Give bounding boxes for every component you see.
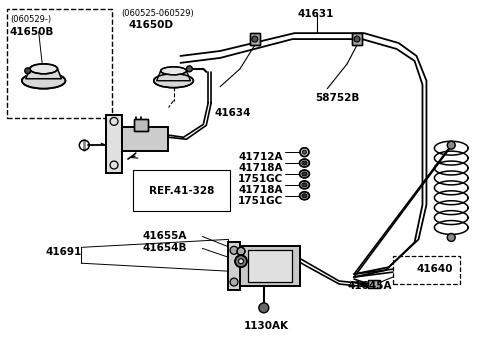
- Text: 41640: 41640: [417, 264, 453, 274]
- Circle shape: [447, 234, 455, 241]
- Bar: [393, 256, 460, 284]
- Bar: [248, 250, 291, 282]
- Text: 58752B: 58752B: [315, 93, 360, 103]
- Circle shape: [252, 36, 258, 42]
- Bar: [368, 280, 380, 288]
- Polygon shape: [156, 71, 191, 81]
- Text: 41718A: 41718A: [238, 163, 283, 173]
- Circle shape: [235, 255, 247, 267]
- Ellipse shape: [154, 74, 193, 88]
- Circle shape: [300, 148, 309, 157]
- Bar: [134, 119, 148, 131]
- Polygon shape: [26, 69, 61, 79]
- Circle shape: [186, 66, 192, 72]
- Ellipse shape: [300, 170, 310, 178]
- Circle shape: [230, 278, 238, 286]
- Text: 41718A: 41718A: [238, 185, 283, 195]
- Circle shape: [237, 247, 245, 255]
- Circle shape: [259, 303, 269, 313]
- Bar: [250, 33, 260, 45]
- Text: 41650B: 41650B: [10, 27, 54, 37]
- Circle shape: [239, 259, 243, 264]
- Bar: [134, 119, 148, 131]
- Ellipse shape: [302, 161, 307, 165]
- Bar: [352, 33, 362, 45]
- Text: 41655A: 41655A: [143, 232, 187, 242]
- Bar: [7, 9, 112, 118]
- Circle shape: [447, 141, 455, 149]
- Text: 41650D: 41650D: [129, 20, 174, 30]
- Bar: [368, 280, 380, 288]
- Circle shape: [354, 36, 360, 42]
- Text: 41634: 41634: [214, 109, 251, 119]
- Bar: [250, 33, 260, 45]
- Bar: [240, 246, 300, 286]
- Text: 1130AK: 1130AK: [244, 321, 289, 331]
- Ellipse shape: [300, 181, 310, 189]
- Text: 41654B: 41654B: [143, 243, 187, 253]
- Text: 1751GC: 1751GC: [238, 174, 283, 184]
- Text: 41712A: 41712A: [238, 152, 283, 162]
- Ellipse shape: [300, 192, 310, 200]
- Bar: [228, 242, 240, 290]
- Text: 41645A: 41645A: [347, 281, 392, 291]
- Ellipse shape: [300, 159, 310, 167]
- Circle shape: [25, 68, 31, 74]
- Circle shape: [302, 150, 306, 154]
- Ellipse shape: [302, 183, 307, 187]
- Bar: [352, 33, 362, 45]
- Bar: [106, 116, 122, 173]
- Ellipse shape: [30, 64, 58, 74]
- Ellipse shape: [22, 73, 65, 89]
- Ellipse shape: [161, 67, 186, 75]
- Bar: [122, 127, 168, 151]
- Text: 1751GC: 1751GC: [238, 196, 283, 206]
- Bar: [240, 246, 300, 286]
- Text: 41631: 41631: [298, 9, 334, 19]
- Bar: [106, 116, 122, 173]
- Bar: [228, 242, 240, 290]
- Text: (060529-): (060529-): [10, 15, 51, 24]
- Bar: [122, 127, 168, 151]
- Ellipse shape: [302, 194, 307, 198]
- Circle shape: [230, 246, 238, 254]
- Text: REF.41-328: REF.41-328: [149, 186, 214, 196]
- Ellipse shape: [302, 172, 307, 176]
- Text: 41691: 41691: [46, 247, 82, 257]
- Text: (060525-060529): (060525-060529): [121, 9, 194, 18]
